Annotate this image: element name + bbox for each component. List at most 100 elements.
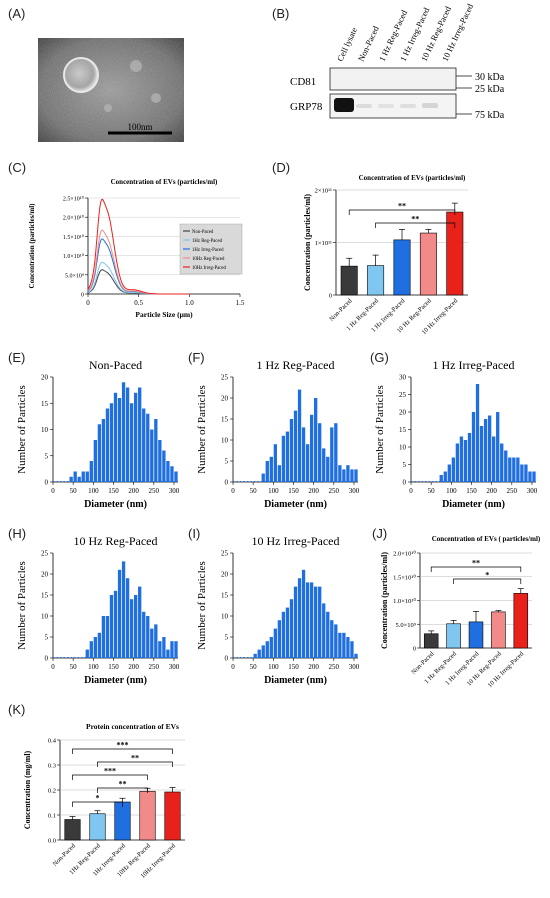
histogram-bar [528, 471, 532, 482]
histogram-bar [459, 436, 464, 482]
significance-label: *** [117, 741, 129, 750]
histogram-bar [142, 611, 146, 658]
histogram-bar [166, 649, 170, 658]
x-tick-label: 50 [70, 487, 78, 495]
x-tick-label: 300 [169, 663, 180, 671]
significance-bracket [375, 222, 456, 228]
histogram-bar [113, 392, 118, 482]
histogram-bar [281, 435, 286, 482]
y-tick-label: 0 [413, 646, 416, 653]
histogram-bar [354, 653, 358, 658]
y-tick-label: 1.0×10¹⁰ [393, 597, 416, 605]
y-axis-label: Concentration (particles/ml) [28, 203, 36, 289]
significance-bracket [72, 748, 173, 754]
bar [114, 801, 131, 841]
series-line [87, 261, 190, 295]
bar [513, 593, 529, 649]
mw-30kda: 30 kDa [475, 72, 505, 83]
histogram-bar [508, 457, 512, 482]
x-tick-label: 0 [409, 487, 413, 495]
histogram-bar [261, 473, 265, 482]
x-tick-label: 250 [507, 487, 518, 495]
x-tick-label: 50 [428, 487, 436, 495]
x-axis-label: Diameter (nm) [264, 675, 327, 686]
histogram-bar [85, 471, 89, 482]
histogram-bar [277, 465, 282, 482]
histogram-bar [471, 412, 476, 482]
y-tick-label: 0 [329, 293, 332, 300]
significance-label: ** [472, 559, 480, 568]
histogram-bar [475, 384, 480, 482]
legend-label: Non-Paced [192, 230, 214, 235]
y-tick-label: 25 [41, 550, 49, 558]
histogram-bar [129, 403, 134, 482]
x-tick-label: 250 [149, 663, 160, 671]
histogram-bar [273, 444, 277, 482]
histogram-bar [281, 611, 286, 658]
y-tick-label: 0.0 [48, 838, 56, 845]
histogram-bar [142, 408, 146, 482]
x-tick-label: 0 [51, 487, 55, 495]
y-tick-label: 0.2 [48, 788, 56, 795]
histogram-bar [162, 637, 166, 658]
histogram-bar [504, 450, 508, 482]
x-tick-label: 300 [349, 663, 360, 671]
histogram-bar [125, 578, 130, 658]
bar [367, 265, 385, 296]
histogram-bar [117, 569, 122, 658]
histogram-bar [322, 603, 326, 658]
histogram-bar [265, 461, 269, 482]
y-tick-label: 5.0×10⁹ [65, 273, 84, 279]
x-tick-label: 150 [466, 487, 477, 495]
x-tick-label: 1.0 [185, 299, 194, 307]
histogram-bar [89, 461, 93, 482]
histogram-bar [105, 616, 110, 658]
x-tick-label: 150 [108, 487, 119, 495]
histogram-bar [532, 471, 536, 482]
histogram-bar [297, 389, 302, 482]
legend-label: 1Hz Reg-Paced [192, 239, 223, 244]
histogram-bar [293, 586, 298, 658]
histogram-bar [93, 440, 97, 482]
significance-label: ** [119, 780, 127, 789]
y-tick-label: 1.0×10¹⁰ [63, 253, 85, 260]
y-tick-label: 1.5×10¹⁰ [393, 573, 416, 581]
x-tick-label: 0 [51, 663, 55, 671]
histogram-bar [318, 423, 322, 482]
histogram-bar [338, 632, 342, 658]
histogram-bar [154, 419, 158, 482]
histogram-bar [166, 461, 170, 482]
histogram-bar [113, 590, 118, 658]
chart-title: Protein concentration of EVs [86, 722, 179, 731]
histogram-bar [516, 457, 520, 482]
x-tick-label: 0.5 [134, 299, 143, 307]
x-tick-label: 300 [527, 487, 538, 495]
y-tick-label: 5.0×10⁹ [395, 622, 416, 629]
marker-grp78: GRP78 [290, 101, 323, 113]
y-tick-label: 5 [225, 458, 229, 466]
legend-label: 10Hz Irreg-Paced [192, 266, 227, 271]
histogram-bar [154, 624, 158, 658]
x-tick-label: Non-Paced [52, 842, 78, 868]
histogram-bar [483, 419, 488, 482]
y-tick-label: 2.0×10¹⁰ [393, 550, 416, 558]
x-tick-label: 300 [349, 487, 360, 495]
significance-label: * [96, 794, 100, 803]
y-tick-label: 0 [225, 479, 229, 487]
histogram-bar [89, 641, 93, 658]
histogram-bar [158, 440, 162, 482]
histogram-bar [512, 457, 516, 482]
y-axis-label: Number of Particles [374, 385, 386, 474]
y-tick-label: 5 [403, 461, 407, 469]
chart-title: Concentration of EVs (particles/ml) [111, 178, 218, 186]
histogram-bar [520, 464, 524, 482]
y-tick-label: 25 [221, 374, 229, 382]
histogram-bar [285, 431, 290, 482]
y-axis-label: Number of Particles [16, 561, 28, 650]
histogram-bar [342, 632, 346, 658]
histogram-bar [524, 464, 528, 482]
chart-k-protein: Protein concentration of EVs 0.0 0.1 0.2 0.3… [23, 722, 185, 880]
